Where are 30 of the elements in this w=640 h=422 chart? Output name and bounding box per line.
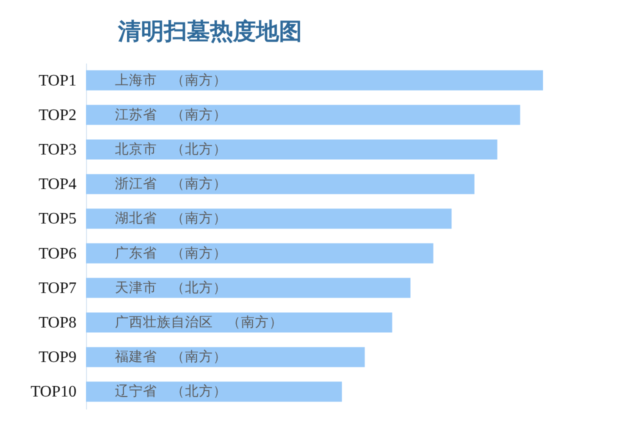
annotation: 广东省 （南方） — [115, 245, 227, 262]
y-tick-label: TOP4 — [38, 176, 76, 194]
bar — [86, 347, 365, 368]
annotation: 广西壮族自治区 （南方） — [115, 314, 283, 330]
y-tick-label: TOP7 — [38, 280, 76, 297]
annotation: 上海市 （南方） — [115, 72, 227, 88]
bar — [86, 208, 452, 229]
y-tick-label: TOP9 — [38, 349, 76, 366]
y-tick-label: TOP2 — [38, 106, 76, 124]
y-tick-label: TOP5 — [38, 210, 76, 228]
bar — [86, 174, 474, 194]
y-tick-label: TOP1 — [38, 72, 76, 90]
chart-title: 清明扫墓热度地图 — [117, 18, 302, 45]
annotation: 江苏省 （南方） — [115, 106, 227, 123]
y-tick-label: TOP10 — [30, 384, 76, 401]
annotation: 湖北省 （南方） — [115, 210, 227, 227]
y-tick-label: TOP3 — [38, 142, 76, 158]
bar — [86, 139, 498, 160]
bar — [86, 104, 520, 125]
y-tick-label: TOP8 — [38, 314, 76, 332]
annotation: 辽宁省 （北方） — [115, 384, 227, 400]
annotation: 福建省 （南方） — [115, 349, 227, 366]
bar — [86, 278, 410, 298]
y-tick-label: TOP6 — [38, 245, 76, 262]
annotation: 浙江省 （南方） — [115, 176, 227, 192]
annotation: 北京市 （北方） — [115, 142, 227, 158]
annotation: 天津市 （北方） — [115, 280, 227, 296]
bar — [86, 70, 543, 90]
bar — [86, 243, 434, 264]
bar — [86, 382, 342, 402]
